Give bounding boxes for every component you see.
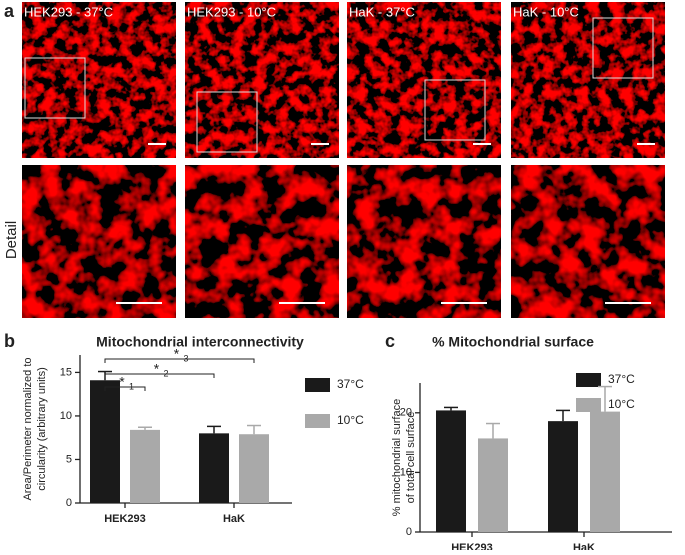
image-label: HaK - 37°C bbox=[349, 4, 415, 19]
x-tick-label: HEK293 bbox=[451, 542, 493, 550]
bar bbox=[239, 434, 269, 503]
x-tick-label: HaK bbox=[223, 513, 245, 525]
detail-box bbox=[592, 17, 654, 79]
x-tick-label: HEK293 bbox=[104, 513, 146, 525]
legend-swatch bbox=[305, 378, 330, 392]
micrograph-texture bbox=[511, 2, 665, 158]
panel-label: c bbox=[385, 331, 395, 351]
significance-bracket bbox=[104, 386, 146, 391]
micrograph-texture bbox=[347, 165, 501, 318]
micrograph-texture bbox=[185, 2, 339, 158]
chart-title: % Mitochondrial surface bbox=[432, 334, 594, 350]
significance-mark: * bbox=[154, 361, 160, 377]
image-label: HEK293 - 37°C bbox=[24, 4, 113, 19]
micrograph-texture bbox=[511, 165, 665, 318]
bar bbox=[90, 380, 120, 503]
legend-label: 10°C bbox=[608, 397, 635, 411]
detail-box bbox=[196, 91, 258, 153]
detail-box bbox=[24, 57, 86, 119]
image-label: HEK293 - 10°C bbox=[187, 4, 276, 19]
y-tick-label: 15 bbox=[60, 366, 72, 378]
legend-label: 37°C bbox=[608, 372, 635, 386]
legend-label: 10°C bbox=[337, 413, 364, 427]
bar bbox=[478, 438, 508, 532]
legend-swatch bbox=[305, 414, 330, 428]
image-label: HaK - 10°C bbox=[513, 4, 579, 19]
y-tick-label: 0 bbox=[406, 526, 412, 538]
legend-swatch bbox=[576, 373, 601, 387]
significance-mark: * bbox=[119, 374, 125, 390]
detail-label: Detail bbox=[3, 221, 20, 259]
legend-label: 37°C bbox=[337, 377, 364, 391]
bar bbox=[436, 410, 466, 532]
significance-bracket bbox=[104, 373, 215, 378]
x-tick-label: HaK bbox=[573, 542, 595, 550]
y-axis-label: of total cell surface bbox=[405, 412, 417, 504]
significance-index: 1 bbox=[129, 381, 134, 391]
legend-swatch bbox=[576, 398, 601, 412]
bar bbox=[590, 411, 620, 532]
y-tick-label: 5 bbox=[66, 453, 72, 465]
bar bbox=[130, 429, 160, 503]
y-tick-label: 10 bbox=[400, 466, 412, 478]
y-tick-label: 0 bbox=[66, 497, 72, 509]
y-axis-label: % mitochondrial surface bbox=[391, 399, 403, 516]
y-axis-label: Area/Perimeter normalized to bbox=[22, 357, 34, 500]
detail-box bbox=[424, 79, 486, 141]
panel-label: a bbox=[4, 1, 15, 21]
bar bbox=[548, 421, 578, 532]
y-tick-label: 20 bbox=[400, 407, 412, 419]
micrograph-texture bbox=[22, 165, 176, 318]
significance-index: 3 bbox=[184, 353, 189, 363]
y-axis-label: circularity (arbitrary units) bbox=[36, 367, 48, 490]
significance-index: 2 bbox=[164, 368, 169, 378]
micrograph-texture bbox=[22, 2, 176, 158]
significance-mark: * bbox=[174, 346, 180, 362]
significance-bracket bbox=[104, 358, 255, 363]
bar bbox=[199, 433, 229, 503]
panel-label: b bbox=[4, 331, 15, 351]
y-tick-label: 10 bbox=[60, 410, 72, 422]
chart-title: Mitochondrial interconnectivity bbox=[96, 334, 304, 350]
micrograph-texture bbox=[185, 165, 339, 318]
